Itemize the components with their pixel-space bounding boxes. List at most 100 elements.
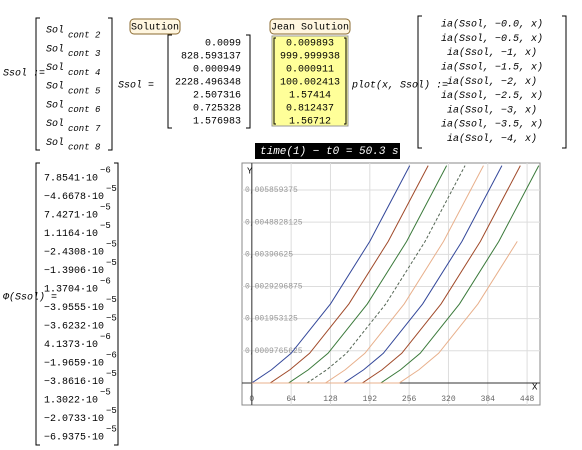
- y-tick-label: 0,00390625: [245, 250, 293, 259]
- highlight: [271, 35, 349, 127]
- y-tick-label: 0,0009765625: [245, 347, 303, 356]
- y-tick-label: 0,0029296875: [245, 283, 303, 292]
- cell: ia(Ssol, −1.5, x): [441, 62, 543, 74]
- matrix-bracket: [35, 162, 119, 446]
- cell-mantissa: −3.8616·10: [44, 377, 104, 388]
- cell: ia(Ssol, −0.0, x): [441, 19, 543, 31]
- cell-mantissa: −6.9375·10: [44, 433, 104, 444]
- timer-box: [255, 143, 400, 159]
- cell-exponent: −5: [106, 239, 117, 249]
- cell: 2228.496348: [175, 78, 241, 89]
- cell-sub: cont 5: [68, 86, 101, 96]
- cell-mantissa: 7.8541·10: [44, 174, 98, 185]
- tag-box: [269, 18, 351, 35]
- y-axis-label: Y: [247, 166, 253, 176]
- series-line: [251, 241, 518, 384]
- cell: ia(Ssol, −3, x): [447, 104, 537, 116]
- cell-exponent: −5: [106, 424, 117, 434]
- tag: Jean Solution: [271, 22, 349, 34]
- cell-mantissa: −1.3906·10: [44, 266, 104, 277]
- cell-exponent: −5: [100, 202, 111, 212]
- cell-mantissa: −4.6678·10: [44, 192, 104, 203]
- cell: 828.593137: [181, 52, 241, 63]
- cell: ia(Ssol, −1, x): [447, 47, 537, 59]
- cell-exponent: −6: [100, 276, 111, 286]
- tag: Solution: [131, 22, 179, 34]
- cell: ia(Ssol, −2.5, x): [441, 90, 543, 102]
- cell: ia(Ssol, −2, x): [447, 76, 537, 88]
- cell-exponent: −5: [106, 406, 117, 416]
- y-tick-label: 0,005859375: [245, 186, 298, 195]
- cell-mantissa: −3.9555·10: [44, 303, 104, 314]
- label: plot(x, Ssol) :=: [351, 80, 448, 92]
- matrix-bracket: [273, 37, 347, 125]
- cell-exponent: −5: [106, 184, 117, 194]
- cell-main: Sol: [46, 25, 64, 37]
- y-tick-label: 0,0048828125: [245, 218, 303, 227]
- cell-mantissa: −2.0733·10: [44, 414, 104, 425]
- cell: 0.812437: [286, 104, 334, 115]
- cell-exponent: −5: [106, 369, 117, 379]
- cell-main: Sol: [46, 43, 64, 55]
- cell-exponent: −5: [100, 221, 111, 231]
- matrix-bracket: [167, 34, 251, 129]
- cell-exponent: −5: [100, 387, 111, 397]
- cell-mantissa: 1.3704·10: [44, 285, 98, 296]
- cell: 1.576983: [193, 117, 241, 128]
- cell-exponent: −5: [106, 295, 117, 305]
- cell-mantissa: 7.4271·10: [44, 211, 98, 222]
- series-line: [251, 165, 411, 384]
- cell-sub: cont 3: [68, 49, 101, 59]
- cell: ia(Ssol, −0.5, x): [441, 33, 543, 45]
- tag-box: [129, 18, 181, 35]
- cell-main: Sol: [46, 137, 64, 149]
- label: Ssol :=: [3, 68, 45, 80]
- y-tick-label: 0,001953125: [245, 315, 298, 324]
- cell-exponent: −6: [100, 332, 111, 342]
- cell-sub: cont 6: [68, 105, 101, 115]
- cell-mantissa: 1.3022·10: [44, 396, 98, 407]
- matrix-bracket: [35, 17, 113, 151]
- x-tick-label: 256: [402, 395, 417, 404]
- cell: ia(Ssol, −3.5, x): [441, 119, 543, 131]
- label: Φ(Ssol) =: [3, 292, 57, 304]
- cell: 1.56712: [289, 117, 331, 128]
- cell: ia(Ssol, −4, x): [447, 133, 537, 145]
- cell: 1.57414: [289, 91, 331, 102]
- matrix-bracket: [417, 15, 567, 149]
- cell: 100.002413: [280, 78, 340, 89]
- timer: time(1) − t0 = 50.3 s: [260, 146, 399, 158]
- cell-main: Sol: [46, 62, 64, 74]
- x-tick-label: 192: [363, 395, 378, 404]
- label: Ssol =: [118, 80, 154, 92]
- x-tick-label: 448: [520, 395, 535, 404]
- x-tick-label: 320: [441, 395, 456, 404]
- cell: 0.725328: [193, 104, 241, 115]
- x-tick-label: 384: [481, 395, 496, 404]
- cell-sub: cont 4: [68, 68, 100, 78]
- cell-mantissa: 1.1164·10: [44, 229, 98, 240]
- cell: 999.999938: [280, 52, 340, 63]
- cell: 0.009893: [286, 39, 334, 50]
- cell-main: Sol: [46, 81, 64, 93]
- cell-sub: cont 2: [68, 30, 101, 40]
- cell-mantissa: −1.9659·10: [44, 359, 104, 370]
- cell-mantissa: 4.1373·10: [44, 340, 98, 351]
- cell-main: Sol: [46, 118, 64, 130]
- cell: 0.000949: [193, 65, 241, 76]
- x-tick-label: 64: [286, 395, 296, 404]
- cell-mantissa: −3.6232·10: [44, 322, 104, 333]
- cell-main: Sol: [46, 99, 64, 111]
- cell-sub: cont 8: [68, 143, 101, 153]
- cell-exponent: −5: [106, 313, 117, 323]
- cell-sub: cont 7: [68, 124, 101, 134]
- x-tick-label: 128: [323, 395, 338, 404]
- cell: 0.000911: [286, 65, 334, 76]
- x-axis-label: X: [532, 382, 538, 392]
- cell: 2.507316: [193, 91, 241, 102]
- cell: 0.0099: [205, 39, 241, 50]
- cell-exponent: −6: [106, 350, 117, 360]
- cell-exponent: −6: [100, 165, 111, 175]
